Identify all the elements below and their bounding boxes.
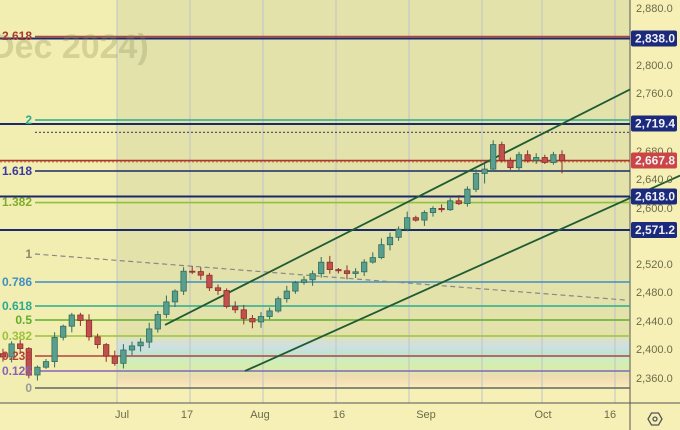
svg-text:0.786: 0.786 [2, 275, 32, 289]
svg-text:2,360.0: 2,360.0 [636, 373, 673, 385]
svg-text:2,800.0: 2,800.0 [636, 60, 673, 72]
svg-text:2,520.0: 2,520.0 [636, 259, 673, 271]
svg-text:1: 1 [25, 247, 32, 261]
svg-text:0.236: 0.236 [2, 349, 32, 363]
svg-text:16: 16 [604, 409, 616, 421]
svg-text:Aug: Aug [250, 409, 270, 421]
svg-text:Oct: Oct [534, 409, 551, 421]
svg-text:2,719.4: 2,719.4 [635, 117, 675, 131]
svg-text:2,838.0: 2,838.0 [635, 32, 675, 46]
svg-text:2,880.0: 2,880.0 [636, 3, 673, 15]
svg-text:2,760.0: 2,760.0 [636, 88, 673, 100]
svg-text:0.382: 0.382 [2, 329, 32, 343]
svg-text:16: 16 [333, 409, 345, 421]
svg-text:2.618: 2.618 [2, 29, 32, 43]
svg-text:2: 2 [25, 113, 32, 127]
svg-text:2,640.0: 2,640.0 [636, 174, 673, 186]
svg-text:0.125: 0.125 [2, 364, 32, 378]
svg-text:2,480.0: 2,480.0 [636, 287, 673, 299]
svg-text:Jul: Jul [115, 409, 129, 421]
svg-text:Sep: Sep [416, 409, 436, 421]
svg-text:2,667.8: 2,667.8 [635, 154, 675, 168]
svg-text:1.382: 1.382 [2, 195, 32, 209]
svg-text:0.5: 0.5 [15, 313, 32, 327]
svg-text:2,400.0: 2,400.0 [636, 344, 673, 356]
svg-text:2,618.0: 2,618.0 [635, 190, 675, 204]
svg-text:2,571.2: 2,571.2 [635, 223, 675, 237]
svg-text:17: 17 [181, 409, 193, 421]
svg-text:1.618: 1.618 [2, 164, 32, 178]
svg-text:2,600.0: 2,600.0 [636, 203, 673, 215]
svg-text:2,440.0: 2,440.0 [636, 316, 673, 328]
svg-text:0.618: 0.618 [2, 299, 32, 313]
svg-text:0: 0 [25, 381, 32, 395]
